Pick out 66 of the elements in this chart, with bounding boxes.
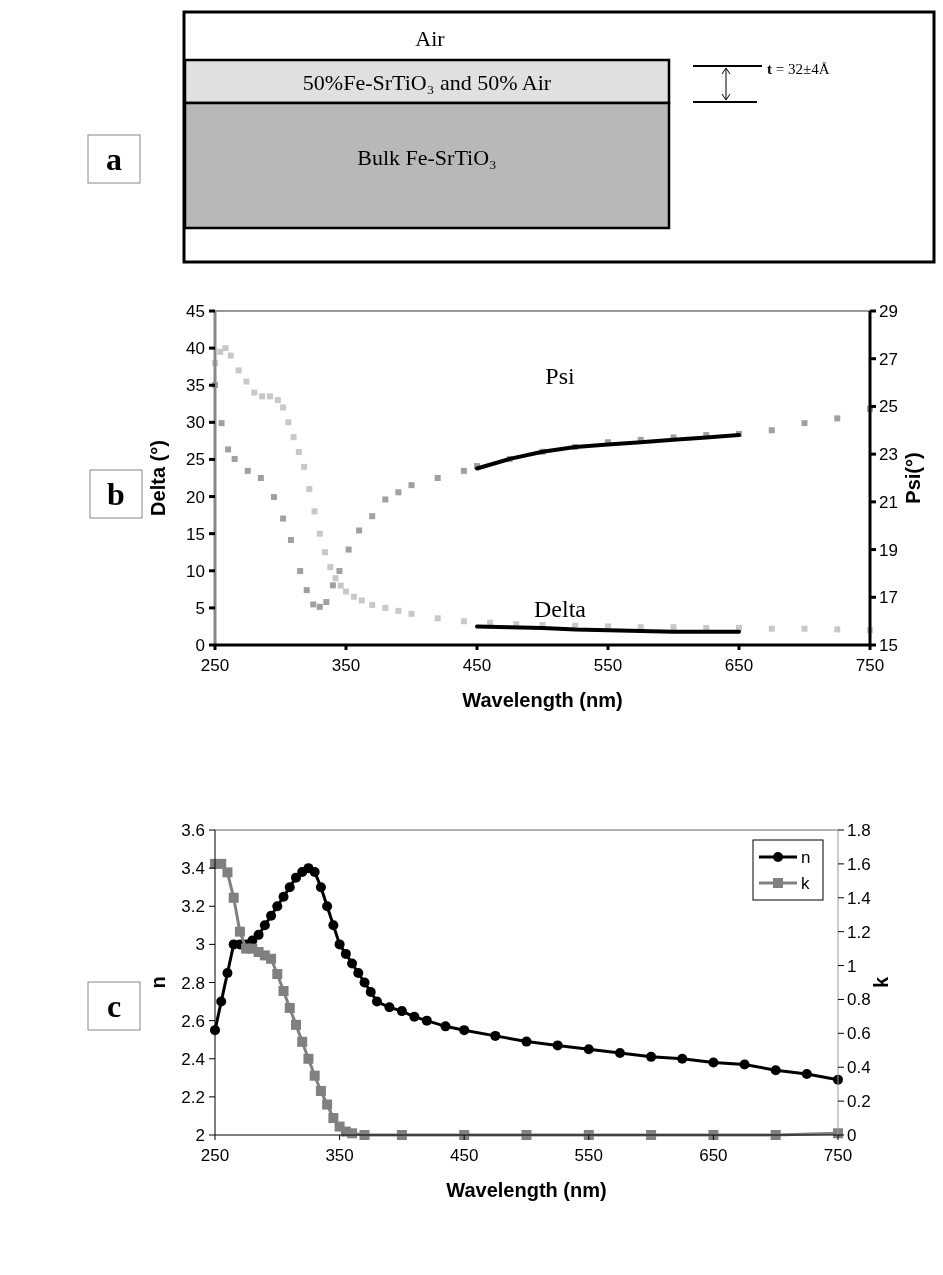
y-tick-label: 3: [195, 935, 205, 955]
y2-tick-label: 0.6: [847, 1024, 871, 1044]
y-tick-label: 20: [186, 487, 205, 507]
y2-tick-label: 0: [847, 1126, 857, 1145]
x-axis-title: Wavelength (nm): [446, 1179, 607, 1201]
y-tick-label: 2.6: [181, 1011, 205, 1031]
y-tick-label: 3.2: [181, 897, 205, 917]
y2-tick-label: 23: [879, 445, 898, 465]
y-tick-label: 2.2: [181, 1087, 205, 1107]
y2-tick-label: 1: [847, 956, 857, 976]
y-tick-label: 2.4: [181, 1049, 205, 1069]
annotation: Delta: [534, 596, 587, 622]
text: 50%Fe-SrTiO₃ and 50% Air: [302, 70, 552, 95]
y-axis-title: Delta (°): [147, 440, 169, 516]
legend-label: n: [801, 848, 811, 867]
y-axis-title: n: [147, 976, 169, 989]
y2-axis-title: Psi(°): [902, 452, 924, 504]
y-tick-label: 2.8: [181, 973, 205, 993]
x-tick-label: 650: [724, 656, 754, 675]
y-tick-label: 45: [186, 302, 205, 321]
text: t = 32±4Å: [767, 61, 830, 77]
y2-axis-title: k: [870, 976, 892, 989]
y-tick-label: 25: [186, 450, 205, 470]
x-tick-label: 550: [593, 656, 623, 675]
y2-tick-label: 27: [879, 349, 898, 369]
x-tick-label: 650: [699, 1146, 728, 1165]
y-tick-label: 10: [186, 561, 205, 581]
y-tick-label: 3.4: [181, 859, 205, 879]
y2-tick-label: 15: [879, 636, 898, 655]
y-tick-label: 40: [186, 339, 205, 359]
annotation: Psi: [545, 363, 576, 389]
y-tick-label: 15: [186, 524, 205, 544]
y-tick-label: 2: [195, 1126, 205, 1145]
text: Air: [415, 26, 446, 51]
x-axis-title: Wavelength (nm): [462, 689, 623, 711]
x-tick-label: 450: [450, 1146, 479, 1165]
y2-tick-label: 1.6: [847, 854, 871, 874]
y2-tick-label: 0.2: [847, 1092, 871, 1112]
text: a: [106, 141, 122, 177]
y2-tick-label: 19: [879, 540, 898, 560]
x-tick-label: 750: [855, 656, 885, 675]
y-tick-label: 5: [195, 598, 205, 618]
y2-tick-label: 1.4: [847, 888, 871, 908]
y-tick-label: 30: [186, 413, 205, 433]
x-tick-label: 550: [574, 1146, 603, 1165]
y2-tick-label: 0.4: [847, 1058, 871, 1078]
x-tick-label: 250: [200, 656, 230, 675]
legend-label: k: [801, 874, 810, 893]
y-tick-label: 3.6: [181, 821, 205, 840]
y2-tick-label: 17: [879, 588, 898, 608]
x-tick-label: 450: [462, 656, 492, 675]
x-tick-label: 350: [331, 656, 361, 675]
text: Bulk Fe-SrTiO₃: [357, 145, 497, 170]
y2-tick-label: 0.8: [847, 990, 871, 1010]
y2-tick-label: 1.8: [847, 821, 871, 840]
y2-tick-label: 29: [879, 302, 898, 321]
text: b: [107, 476, 125, 512]
x-tick-label: 750: [823, 1146, 853, 1165]
text: c: [106, 988, 122, 1024]
y-tick-label: 35: [186, 376, 205, 396]
x-tick-label: 250: [200, 1146, 230, 1165]
x-tick-label: 350: [325, 1146, 354, 1165]
y2-tick-label: 25: [879, 397, 898, 417]
y-tick-label: 0: [195, 636, 205, 655]
y2-tick-label: 21: [879, 492, 898, 512]
y2-tick-label: 1.2: [847, 922, 871, 942]
